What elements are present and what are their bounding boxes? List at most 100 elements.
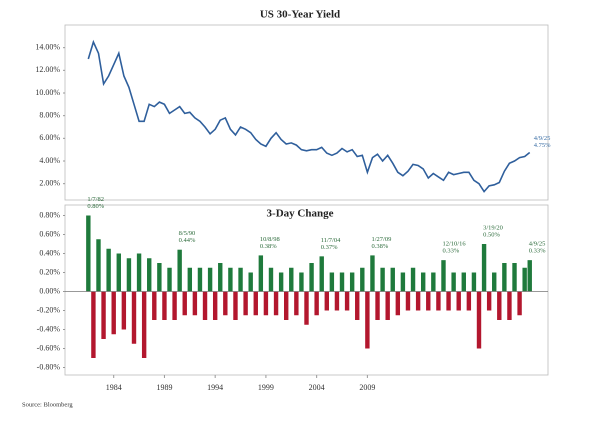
annotation-date: 10/8/98 [260, 236, 280, 243]
change-bar [177, 249, 182, 292]
y-tick-label: 2.00% [39, 178, 60, 187]
change-bar [294, 291, 299, 316]
change-bar [426, 291, 431, 311]
chart-title: US 30-Year Yield [260, 9, 340, 21]
change-bar [507, 291, 512, 320]
change-bar [502, 263, 507, 292]
y-tick-label: 4.00% [39, 156, 60, 165]
change-bar [253, 291, 258, 316]
change-bar [319, 256, 324, 292]
y-tick-label: 0.00% [39, 286, 60, 295]
change-bar [360, 267, 365, 292]
change-bar [182, 291, 187, 316]
change-bar [278, 272, 284, 292]
change-bar [273, 291, 279, 316]
change-bar [370, 255, 375, 292]
change-bar [152, 291, 157, 320]
y-tick-label: 0.80% [39, 210, 60, 219]
y-tick-label: -0.60% [37, 343, 61, 352]
y-tick-label: 8.00% [39, 110, 60, 119]
y-tick-label: 6.00% [39, 133, 60, 142]
change-bar [451, 272, 456, 292]
change-bar [512, 263, 517, 292]
change-bar [385, 291, 390, 320]
change-bar [116, 253, 121, 292]
change-bar [212, 291, 218, 320]
change-bar [527, 260, 532, 292]
change-bar [258, 255, 264, 292]
change-bar [405, 291, 411, 311]
x-tick-label: 1984 [106, 383, 122, 392]
change-bar [415, 291, 421, 311]
change-bar [314, 291, 319, 316]
change-bar [202, 291, 208, 320]
change-bar [157, 263, 162, 292]
change-bar [197, 267, 203, 292]
change-bar [431, 272, 436, 292]
change-bar [390, 267, 395, 292]
change-bar [420, 272, 426, 292]
annotation-value: 0.33% [442, 248, 459, 255]
change-bar [223, 291, 228, 316]
change-bar [162, 291, 167, 320]
change-bar [284, 291, 289, 320]
annotation-value: 0.80% [87, 203, 104, 210]
change-bar [299, 272, 304, 292]
annotation-date: 8/5/90 [179, 230, 196, 237]
x-tick-label: 1994 [207, 383, 223, 392]
change-bar [339, 272, 345, 292]
change-bar [192, 291, 198, 316]
annotation-date: 3/19/20 [483, 224, 503, 231]
change-bar [218, 263, 223, 292]
change-bar [349, 272, 355, 292]
annotation-value: 0.37% [321, 244, 338, 251]
change-bar [471, 272, 477, 292]
change-bar [147, 258, 152, 292]
change-bar [395, 291, 401, 316]
y-tick-label: -0.80% [37, 362, 61, 371]
annotation-date: 11/7/04 [321, 237, 341, 244]
change-bar [187, 267, 193, 292]
change-bar [228, 267, 233, 292]
change-bar [101, 291, 106, 339]
annotation-date: 12/10/16 [442, 241, 466, 248]
change-bar [233, 291, 238, 320]
change-bar [461, 272, 466, 292]
y-tick-label: 14.00% [35, 42, 60, 51]
plot-frame [64, 204, 549, 376]
change-bar [522, 267, 527, 292]
change-bar [436, 291, 441, 311]
change-bar [86, 215, 91, 292]
y-tick-label: 0.60% [39, 229, 60, 238]
x-tick-label: 2004 [309, 383, 325, 392]
change-bar [96, 239, 101, 292]
chart-title: 3-Day Change [267, 208, 334, 220]
change-bar [268, 267, 274, 292]
change-bar [466, 291, 472, 311]
y-tick-label: 0.20% [39, 267, 60, 276]
change-bar [248, 272, 253, 292]
change-bar [126, 258, 132, 292]
change-bar [141, 291, 147, 358]
source: Source: Bloomberg [22, 401, 73, 408]
annotation-value: 0.38% [260, 243, 277, 250]
y-tick-label: 12.00% [35, 65, 60, 74]
annotation-date: 4/9/25 [529, 241, 546, 248]
change-bar [329, 272, 335, 292]
change-bar [380, 267, 385, 292]
annotation-value: 0.33% [529, 248, 546, 255]
x-tick-label: 1999 [258, 383, 274, 392]
change-bar [344, 291, 350, 311]
change-bar [324, 291, 329, 311]
change-bar [486, 291, 492, 311]
change-bar [121, 291, 127, 330]
change-bar [497, 291, 502, 320]
change-bar [111, 291, 116, 335]
annotation-value: 0.38% [371, 243, 388, 250]
y-tick-label: 0.40% [39, 248, 60, 257]
change-bar [131, 291, 137, 344]
change-bar [289, 267, 294, 292]
change-bar [167, 267, 172, 292]
change-bar [334, 291, 340, 311]
